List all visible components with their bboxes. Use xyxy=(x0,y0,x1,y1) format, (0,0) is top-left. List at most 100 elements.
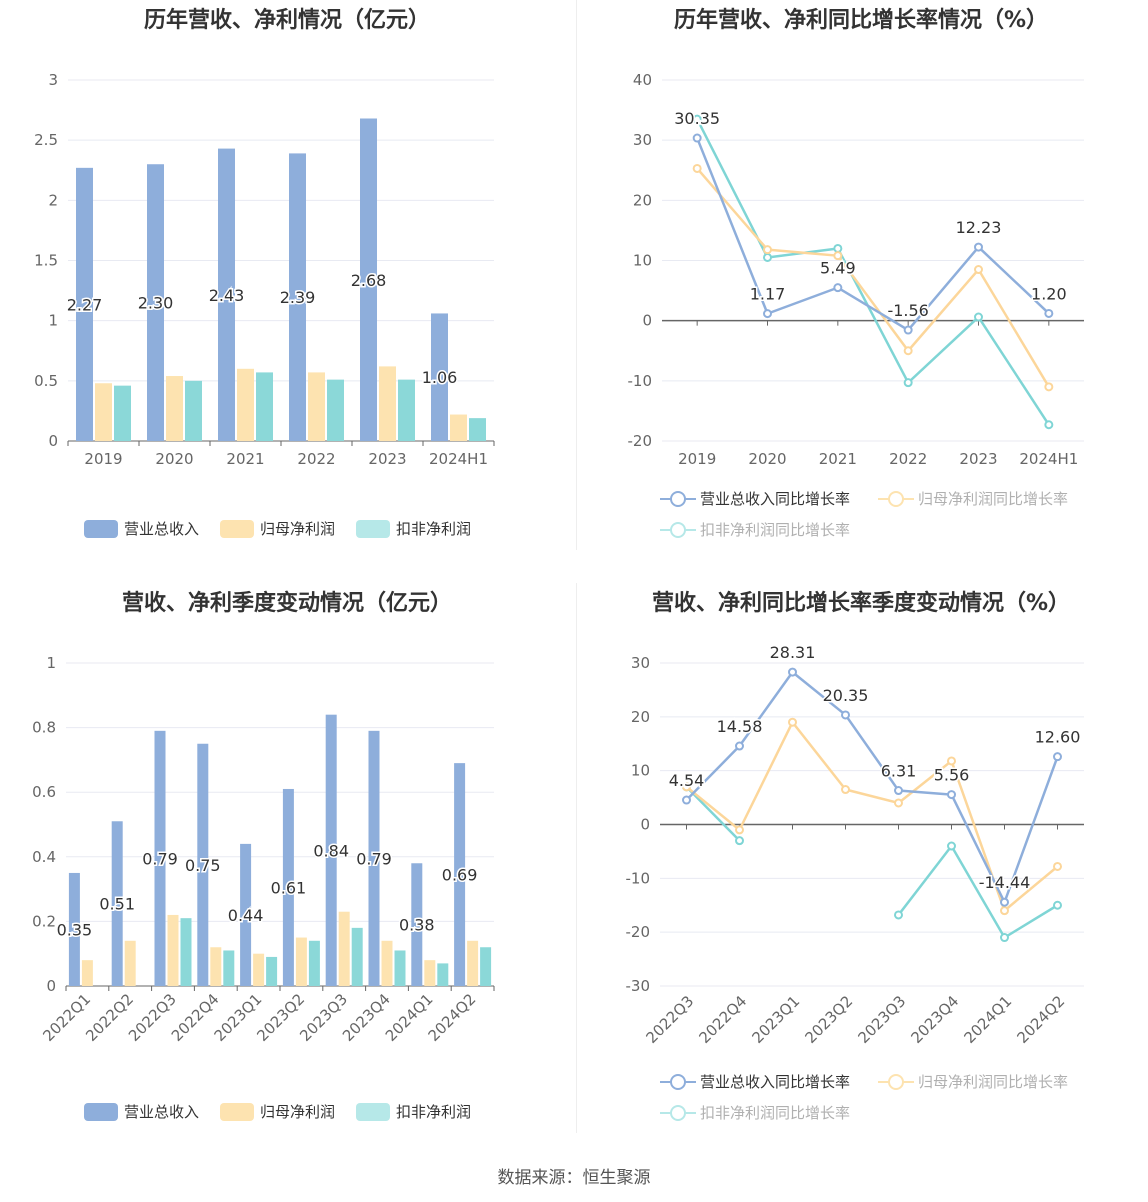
data-label: 20.35 xyxy=(823,686,869,705)
bar-deducted xyxy=(394,950,406,986)
legend-item-net-profit-growth[interactable]: 归母净利润同比增长率 xyxy=(878,1071,1068,1092)
data-label: 28.31 xyxy=(770,643,816,662)
bar-revenue xyxy=(325,714,337,986)
quarterly-revenue-profit-panel: 营收、净利季度变动情况（亿元） 0 0.2 0.4 0.6 0.8 1 2022Q1 2022… xyxy=(0,583,574,1163)
divider xyxy=(576,583,577,1133)
data-point xyxy=(974,312,983,322)
y-tick-label: 40 xyxy=(633,71,652,89)
bar-deducted xyxy=(114,385,131,441)
divider xyxy=(576,0,577,550)
legend-swatch xyxy=(356,519,390,538)
x-tick-label: 2023 xyxy=(959,450,997,468)
legend-item-revenue-growth[interactable]: 营业总收入同比增长率 xyxy=(660,488,850,509)
legend-swatch xyxy=(84,519,118,538)
x-tick-label: 2019 xyxy=(678,450,716,468)
x-tick-label: 2022Q4 xyxy=(696,992,751,1047)
bar-net-profit xyxy=(253,953,265,986)
bar-revenue xyxy=(431,313,448,441)
legend-label: 归母净利润 xyxy=(260,520,336,538)
y-tick-label: 1 xyxy=(46,654,56,672)
data-label: 14.58 xyxy=(717,717,763,736)
legend-item-revenue[interactable]: 营业总收入 xyxy=(84,1101,199,1122)
data-label: 2.43 xyxy=(209,286,245,305)
chart-title: 历年营收、净利同比增长率情况（%） xyxy=(673,8,1049,33)
data-point xyxy=(1053,861,1062,871)
bar-revenue xyxy=(218,148,235,441)
annual-growth-panel: 历年营收、净利同比增长率情况（%） -20 -10 0 10 20 30 40 2019 202… xyxy=(574,0,1148,580)
legend-swatch xyxy=(660,521,696,539)
y-tick-label: 0.5 xyxy=(34,372,58,390)
data-label: 0.35 xyxy=(57,920,93,939)
legend-swatch xyxy=(878,1073,914,1091)
y-tick-label: 30 xyxy=(631,654,650,672)
data-label: 2.68 xyxy=(351,271,387,290)
data-point xyxy=(894,798,903,808)
legend-item-net-profit-growth[interactable]: 归母净利润同比增长率 xyxy=(878,488,1068,509)
bar-revenue xyxy=(197,743,209,986)
legend-item-net-profit[interactable]: 归母净利润 xyxy=(220,518,335,539)
legend-label: 扣非净利润同比增长率 xyxy=(700,1104,851,1122)
data-label: 12.23 xyxy=(956,218,1002,237)
annual-revenue-profit-panel: 历年营收、净利情况（亿元） 0 0.5 1 1.5 2 2.5 3 2019 2020 2021 2… xyxy=(0,0,574,580)
data-point xyxy=(974,242,983,252)
x-tick-label: 2024Q1 xyxy=(961,992,1016,1047)
bar-net-profit xyxy=(167,914,179,986)
legend-label: 扣非净利润 xyxy=(396,520,472,538)
bar-revenue xyxy=(360,118,377,442)
data-label: 5.49 xyxy=(820,259,856,278)
data-point xyxy=(735,825,744,835)
data-point xyxy=(1053,900,1062,910)
data-label: 4.54 xyxy=(669,771,705,790)
data-point xyxy=(788,667,797,677)
bar-deducted xyxy=(398,379,415,441)
bar-deducted xyxy=(180,918,192,986)
data-label: 0.75 xyxy=(185,856,221,875)
data-point xyxy=(763,309,772,319)
legend-item-deducted[interactable]: 扣非净利润 xyxy=(356,1101,471,1122)
data-point xyxy=(1053,752,1062,762)
bar-net-profit xyxy=(381,940,393,986)
legend-item-deducted-growth[interactable]: 扣非净利润同比增长率 xyxy=(660,519,850,540)
data-point xyxy=(682,782,691,792)
legend-item-revenue-growth[interactable]: 营业总收入同比增长率 xyxy=(660,1071,850,1092)
bar-revenue xyxy=(368,730,380,986)
legend-item-deducted[interactable]: 扣非净利润 xyxy=(356,518,471,539)
data-point xyxy=(735,836,744,846)
legend-swatch xyxy=(220,1102,254,1121)
data-label: 12.60 xyxy=(1035,728,1081,747)
bar-net-profit xyxy=(424,960,436,986)
y-tick-label: 10 xyxy=(633,252,652,270)
data-point xyxy=(1000,897,1009,907)
legend-item-deducted-growth[interactable]: 扣非净利润同比增长率 xyxy=(660,1102,850,1123)
x-tick-label: 2024H1 xyxy=(429,450,488,468)
legend-item-net-profit[interactable]: 归母净利润 xyxy=(220,1101,335,1122)
annual-line-chart: -20 -10 0 10 20 30 40 2019 2020 2021 2022 2023 2024H… xyxy=(628,71,1084,468)
bar-net-profit xyxy=(166,376,183,441)
data-label: 5.56 xyxy=(934,766,970,785)
bar-deducted xyxy=(266,956,278,986)
series-line-deducted xyxy=(685,785,741,842)
data-point xyxy=(841,710,850,720)
bar-revenue xyxy=(411,863,423,986)
bar-deducted xyxy=(223,950,235,986)
x-tick-label: 2019 xyxy=(84,450,122,468)
bar-deducted xyxy=(185,380,202,441)
data-point xyxy=(833,283,843,293)
data-label: -14.44 xyxy=(979,873,1031,892)
quarterly-bar-chart: 00.20.40.60.812022Q12022Q22022Q32022Q420… xyxy=(32,654,495,1045)
data-point xyxy=(1000,933,1009,943)
bar-revenue xyxy=(154,730,166,986)
x-tick-label: 2023Q3 xyxy=(855,992,910,1047)
data-point xyxy=(1044,382,1054,392)
y-tick-label: 0 xyxy=(642,312,652,330)
legend-swatch xyxy=(84,1102,118,1121)
legend-item-revenue[interactable]: 营业总收入 xyxy=(84,518,199,539)
data-point xyxy=(735,741,744,751)
data-point xyxy=(1044,308,1054,318)
legend-label: 营业总收入 xyxy=(124,520,200,538)
bar-net-profit xyxy=(81,960,93,986)
quarterly-growth-panel: 营收、净利同比增长率季度变动情况（%） -30 -20 -10 0 10 20 30 2022… xyxy=(574,583,1148,1163)
legend-label: 归母净利润同比增长率 xyxy=(918,1073,1069,1091)
data-label: 0.79 xyxy=(142,849,178,868)
y-tick-label: 1.5 xyxy=(34,252,58,270)
